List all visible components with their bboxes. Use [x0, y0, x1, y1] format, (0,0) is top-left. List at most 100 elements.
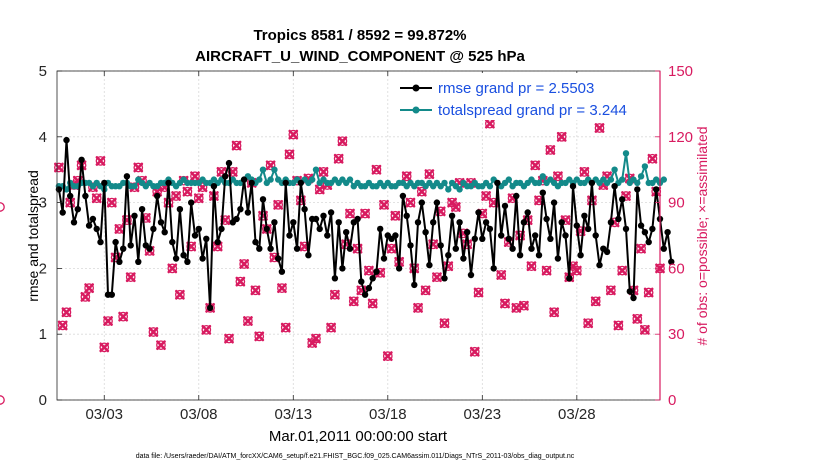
rmse-point	[392, 232, 399, 239]
rmse-point	[626, 288, 633, 295]
obs-point	[519, 300, 529, 311]
obs-point	[235, 276, 246, 287]
rmse-point	[78, 156, 85, 163]
obs-possible-marker	[643, 287, 654, 298]
obs-point	[118, 311, 129, 322]
obs-point	[0, 396, 4, 405]
rmse-point	[498, 232, 505, 239]
obs-assimilated-marker	[273, 199, 284, 210]
obs-assimilated-marker	[345, 208, 355, 219]
obs-point	[545, 145, 556, 155]
rmse-point	[138, 206, 146, 213]
rmse-point	[290, 219, 297, 226]
obs-assimilated-marker	[254, 331, 265, 342]
rmse-point	[89, 215, 97, 223]
obs-possible-marker	[345, 208, 355, 219]
rmse-point	[437, 242, 444, 249]
obs-point	[617, 265, 628, 276]
obs-possible-marker	[579, 167, 590, 177]
obs-assimilated-marker	[647, 153, 658, 164]
rmse-point	[135, 258, 142, 265]
obs-point	[590, 296, 601, 307]
obs-assimilated-marker	[148, 327, 159, 337]
obs-assimilated-marker	[167, 263, 178, 274]
obs-possible-marker	[61, 307, 72, 318]
obs-point	[363, 265, 374, 276]
obs-point	[288, 129, 299, 140]
rmse-point	[358, 278, 365, 285]
y-tick-right-label: 60	[668, 260, 685, 277]
obs-possible-marker	[186, 241, 197, 252]
obs-possible-marker	[125, 272, 136, 283]
y-tick-right-label: 150	[668, 63, 693, 80]
obs-assimilated-marker	[118, 311, 129, 322]
rmse-point	[456, 219, 463, 226]
rmse-point	[271, 219, 278, 226]
obs-point	[148, 327, 159, 337]
rmse-point	[494, 179, 501, 187]
obs-assimilated-marker	[420, 285, 431, 296]
legend-spread-marker	[412, 106, 420, 114]
rmse-point	[588, 179, 596, 187]
rmse-point	[445, 252, 452, 259]
obs-point	[594, 123, 605, 133]
obs-possible-marker	[647, 153, 658, 164]
obs-possible-marker	[57, 320, 68, 331]
rmse-point	[433, 199, 441, 206]
rmse-point	[233, 215, 240, 223]
obs-possible-marker	[254, 331, 265, 342]
legend-box	[395, 73, 658, 120]
obs-point	[643, 287, 654, 298]
obs-assimilated-marker	[530, 160, 541, 171]
rmse-point	[543, 215, 550, 223]
obs-possible-marker	[356, 285, 367, 296]
obs-assimilated-marker	[288, 129, 299, 140]
obs-assimilated-marker	[190, 171, 200, 182]
rmse-point	[554, 255, 562, 262]
obs-possible-marker	[103, 316, 113, 326]
obs-assimilated-marker	[133, 162, 144, 173]
obs-possible-marker	[413, 303, 423, 313]
obs-point	[311, 333, 321, 344]
rmse-point	[482, 219, 490, 226]
obs-point	[57, 320, 68, 331]
obs-point	[424, 169, 435, 179]
obs-assimilated-marker	[594, 123, 605, 133]
rmse-point	[339, 265, 346, 272]
rmse-point	[407, 242, 414, 249]
rmse-point	[199, 255, 206, 262]
obs-point	[583, 318, 594, 329]
obs-assimilated-marker	[556, 131, 567, 142]
rmse-point	[399, 192, 407, 200]
rmse-point	[206, 304, 214, 312]
obs-point	[401, 171, 412, 182]
obs-assimilated-marker	[432, 272, 442, 283]
rmse-point	[581, 212, 588, 219]
legend-rmse-marker	[412, 84, 420, 92]
obs-possible-marker	[500, 298, 510, 309]
rmse-point	[448, 212, 456, 219]
obs-assimilated-marker	[371, 164, 382, 175]
obs-possible-marker	[220, 215, 231, 225]
legend: rmse grand pr = 2.5503 totalspread grand…	[395, 73, 658, 120]
rmse-point	[528, 245, 535, 252]
obs-assimilated-marker	[424, 169, 435, 179]
obs-assimilated-marker	[541, 265, 552, 276]
rmse-point	[611, 183, 618, 190]
obs-possible-marker	[318, 167, 329, 177]
obs-point	[250, 285, 261, 296]
obs-possible-marker	[575, 226, 586, 236]
obs-assimilated-marker	[95, 156, 106, 166]
x-tick-label: 03/18	[369, 406, 407, 423]
rmse-point	[634, 186, 641, 193]
totalspread-point	[607, 176, 615, 183]
obs-assimilated-marker	[469, 346, 480, 357]
rmse-point	[101, 179, 108, 187]
rmse-point	[320, 212, 327, 219]
obs-possible-marker	[193, 193, 204, 204]
totalspread-point	[441, 179, 448, 187]
y-tick-right-label: 30	[668, 326, 685, 343]
rmse-point	[297, 179, 304, 187]
obs-point	[390, 210, 401, 221]
rmse-point	[422, 229, 429, 236]
